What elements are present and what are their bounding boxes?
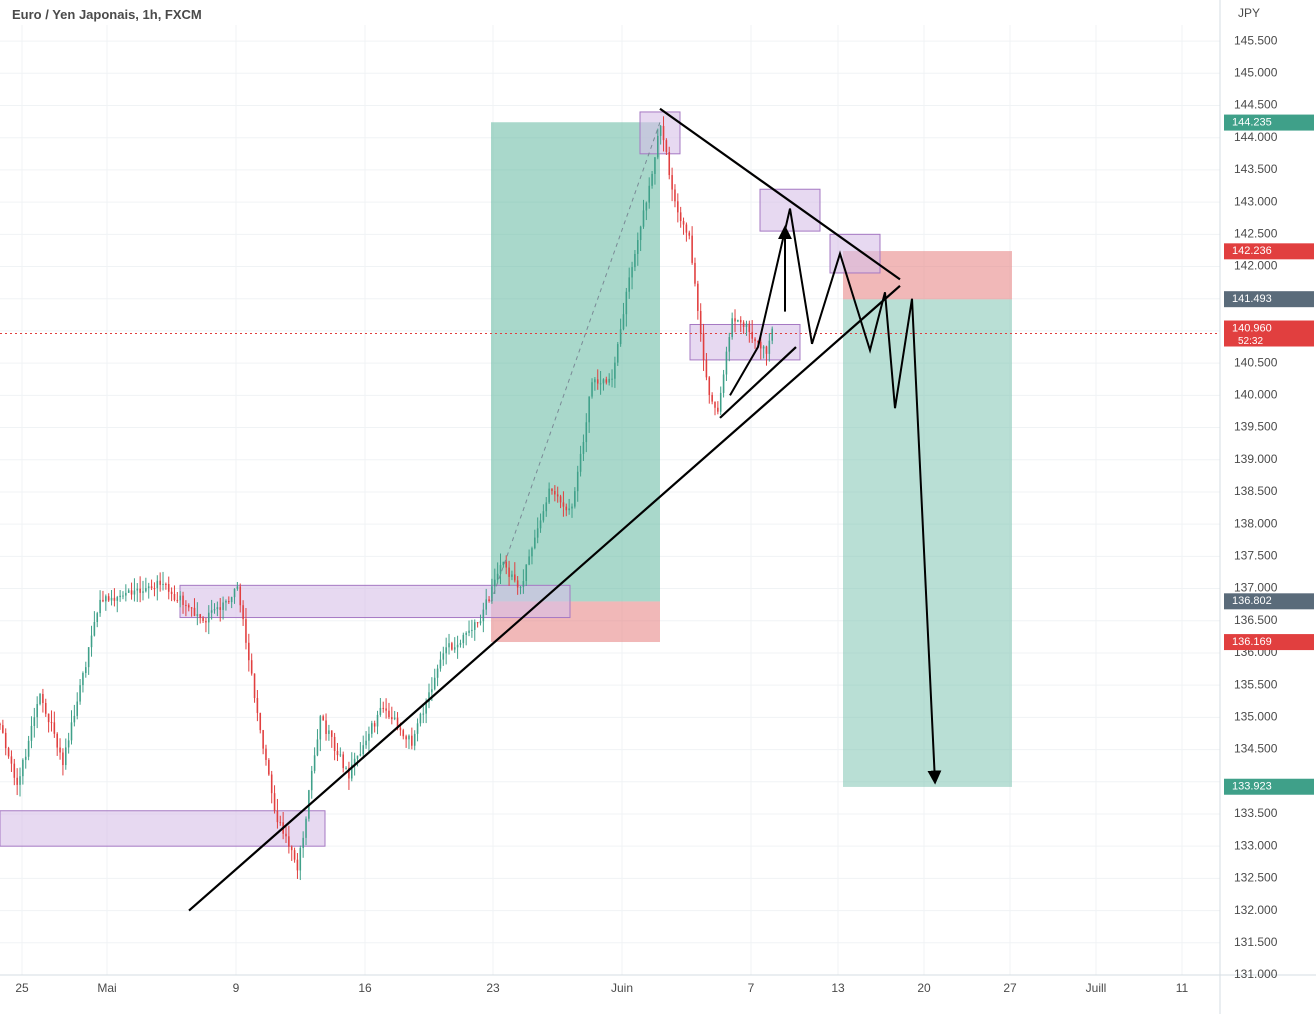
y-tick: 138.500 xyxy=(1234,484,1278,498)
x-tick: 11 xyxy=(1176,981,1189,995)
price-tag-value: 142.236 xyxy=(1232,245,1272,257)
x-tick: 16 xyxy=(358,981,372,995)
price-tag-value: 141.493 xyxy=(1232,293,1272,305)
price-tag-value: 133.923 xyxy=(1232,781,1272,793)
y-tick: 137.000 xyxy=(1234,581,1278,595)
zone-purple-zone-mid[interactable] xyxy=(180,585,570,617)
y-tick: 139.500 xyxy=(1234,420,1278,434)
y-tick: 140.000 xyxy=(1234,388,1278,402)
zone-purple-zone-top3[interactable] xyxy=(830,234,880,273)
y-tick: 139.000 xyxy=(1234,452,1278,466)
x-tick: 13 xyxy=(831,981,845,995)
price-tag-countdown: 52:32 xyxy=(1238,336,1263,347)
x-tick: Juin xyxy=(611,981,633,995)
y-tick: 131.000 xyxy=(1234,967,1278,981)
x-tick: 9 xyxy=(233,981,240,995)
y-tick: 135.000 xyxy=(1234,710,1278,724)
x-tick: 20 xyxy=(917,981,931,995)
y-tick: 143.500 xyxy=(1234,162,1278,176)
y-tick: 144.000 xyxy=(1234,130,1278,144)
y-tick: 142.500 xyxy=(1234,226,1278,240)
price-tag-value: 144.235 xyxy=(1232,116,1272,128)
y-tick: 135.500 xyxy=(1234,677,1278,691)
y-tick: 132.500 xyxy=(1234,871,1278,885)
y-axis-header: JPY xyxy=(1238,6,1260,20)
y-tick: 145.500 xyxy=(1234,33,1278,47)
price-tag-value: 140.960 xyxy=(1232,322,1272,334)
y-tick: 131.500 xyxy=(1234,935,1278,949)
y-tick: 143.000 xyxy=(1234,194,1278,208)
x-tick: 7 xyxy=(748,981,755,995)
y-tick: 133.500 xyxy=(1234,806,1278,820)
x-tick: 27 xyxy=(1003,981,1017,995)
y-tick: 140.500 xyxy=(1234,355,1278,369)
y-tick: 142.000 xyxy=(1234,259,1278,273)
zone-short-pos-2-profit[interactable] xyxy=(843,299,1012,787)
x-tick: 25 xyxy=(15,981,29,995)
x-tick: 23 xyxy=(486,981,500,995)
y-tick: 138.000 xyxy=(1234,516,1278,530)
price-tag-value: 136.169 xyxy=(1232,636,1272,648)
y-tick: 134.500 xyxy=(1234,742,1278,756)
x-tick: Mai xyxy=(97,981,116,995)
y-tick: 144.500 xyxy=(1234,98,1278,112)
chart-title: Euro / Yen Japonais, 1h, FXCM xyxy=(12,7,202,22)
zone-purple-zone-low[interactable] xyxy=(0,811,325,846)
y-tick: 136.500 xyxy=(1234,613,1278,627)
y-tick: 132.000 xyxy=(1234,903,1278,917)
y-tick: 145.000 xyxy=(1234,65,1278,79)
y-tick: 137.500 xyxy=(1234,549,1278,563)
x-tick: Juill xyxy=(1086,981,1107,995)
zone-long-pos-1-profit[interactable] xyxy=(491,122,660,601)
y-tick: 133.000 xyxy=(1234,838,1278,852)
price-tag-value: 136.802 xyxy=(1232,595,1272,607)
price-chart[interactable]: JPY 145.500 145.000 144.500 144.000 143.500 14… xyxy=(0,0,1316,1014)
